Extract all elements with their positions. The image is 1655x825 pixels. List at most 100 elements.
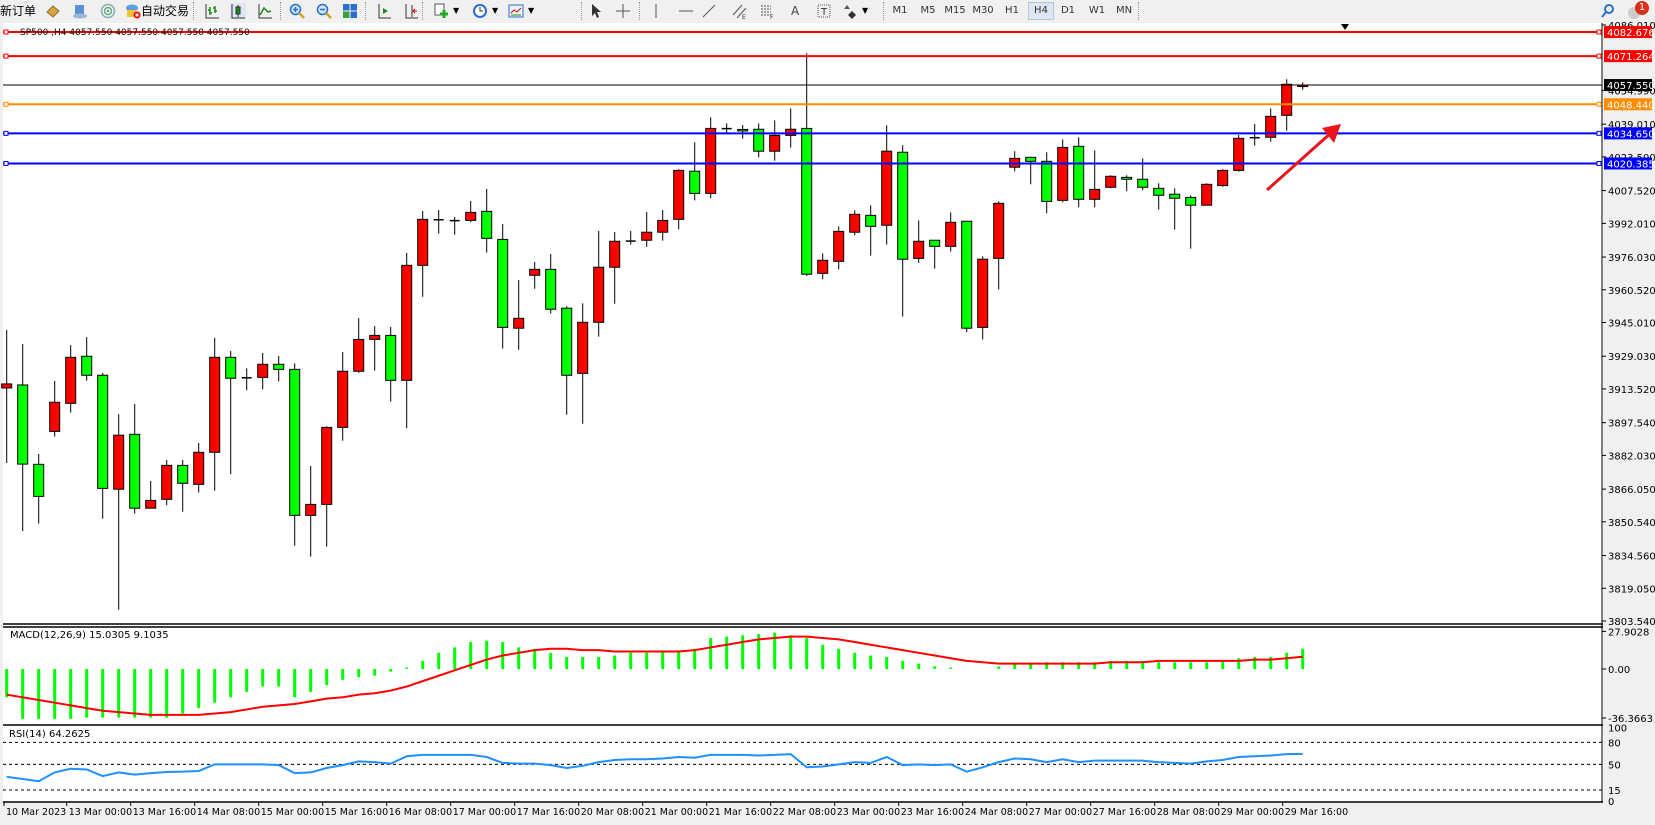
price-tag-resistance [1604,50,1652,63]
rsi-axis-label: 0 [1608,797,1614,808]
candle-body [337,370,349,428]
bar-chart-icon[interactable] [204,3,220,19]
autotrading-icon[interactable] [125,3,141,19]
candle [369,326,381,371]
candle-body [321,426,333,505]
candle [961,220,973,333]
price-axis-label: 3882.030 [1608,451,1655,462]
candle-body [1089,188,1101,200]
candle [49,380,61,437]
candle-body [817,259,829,274]
periodicity-dropdown[interactable]: ▼ [492,6,499,15]
zoom-out-icon[interactable] [316,3,332,19]
autoscroll-icon[interactable] [403,3,419,19]
candle [81,337,93,381]
text-icon[interactable]: A [791,4,800,18]
candle [33,453,45,524]
signal-icon[interactable] [100,3,116,19]
level-anchor-handle[interactable] [3,160,9,166]
level-anchor-handle[interactable] [3,101,9,107]
level-anchor-handle[interactable] [1596,101,1602,107]
clock-icon[interactable] [472,3,488,19]
candle [609,232,621,304]
arrow-head-icon [1322,124,1341,143]
candle [1089,150,1101,208]
chart-shift-marker[interactable] [1341,24,1349,30]
horizontal-line-icon[interactable] [678,3,694,19]
price-tag-label: 4048.440 [1607,100,1655,111]
line-chart-icon[interactable] [257,3,273,19]
candle-body [497,238,509,328]
channel-icon[interactable]: E [732,3,748,19]
rsi-axis-label: 80 [1608,738,1621,749]
book-icon[interactable] [45,3,61,19]
candle-body [465,211,477,221]
timeframe-d1[interactable]: D1 [1060,5,1076,16]
timeframe-w1[interactable]: W1 [1088,5,1106,16]
arrows-icon[interactable] [843,3,859,19]
level-anchor-handle[interactable] [1596,130,1602,136]
notification-icon[interactable]: 1 [1628,1,1650,21]
terminal-icon[interactable] [72,3,88,19]
label-icon[interactable]: T [816,3,832,19]
timeframe-mn[interactable]: MN [1115,5,1133,16]
cursor-icon[interactable] [588,3,604,19]
timeframe-m15[interactable]: M15 [944,5,966,16]
candle [129,403,141,514]
candle [1,329,13,464]
candle-body [1153,187,1165,196]
trendline-icon[interactable] [701,3,717,19]
price-axis-label: 3913.520 [1608,385,1655,396]
time-axis-label: 22 Mar 08:00 [773,807,836,818]
candle-body [1217,169,1229,187]
level-anchor-handle[interactable] [3,130,9,136]
candle [897,145,909,317]
timeframe-m30[interactable]: M30 [972,5,994,16]
new-chart-dropdown[interactable]: ▼ [453,6,460,15]
vertical-line-icon[interactable] [648,3,664,19]
candle [529,261,541,289]
level-anchor-handle[interactable] [1596,53,1602,59]
macd-label: MACD(12,26,9) 15.0305 9.1035 [10,630,169,641]
toolbar-separator [639,2,641,20]
time-axis-label: 27 Mar 16:00 [1093,807,1156,818]
candle-body [369,334,381,340]
chart-window[interactable]: 4086.0104054.9904039.0104023.5004007.520… [0,22,1655,825]
chart-shift-icon[interactable] [376,3,392,19]
tile-windows-icon[interactable] [342,3,358,19]
auto-trading-button[interactable]: 自动交易 [141,4,190,18]
new-order-button[interactable]: 新订单 [0,4,37,18]
candle [1057,139,1069,203]
symbol-info: SP500 ,H4 4057.550 4057.550 4057.550 405… [20,28,250,38]
search-icon[interactable] [1600,3,1616,19]
rsi-panel: 100 80 50 150 [3,724,1627,808]
timeframe-m5[interactable]: M5 [920,5,936,16]
candle-body [481,210,493,239]
candlestick-icon[interactable] [230,3,246,19]
timeframe-h4[interactable]: H4 [1028,2,1054,20]
candle-body [385,334,397,381]
candle-body [1025,156,1037,162]
arrows-dropdown[interactable]: ▼ [862,6,869,15]
template-dropdown[interactable]: ▼ [528,6,535,15]
time-axis-label: 27 Mar 00:00 [1029,807,1092,818]
crosshair-icon[interactable] [615,3,631,19]
candle [497,223,509,349]
candle [177,460,189,512]
candle [1201,183,1213,206]
arrow-annotation[interactable] [1266,130,1333,192]
template-icon[interactable] [508,3,524,19]
candle-body [97,374,109,489]
timeframe-m1[interactable]: M1 [892,5,908,16]
level-anchor-handle[interactable] [3,29,9,35]
level-anchor-handle[interactable] [1596,160,1602,166]
fibonacci-icon[interactable]: F [759,3,775,19]
zoom-in-icon[interactable] [289,3,305,19]
new-chart-icon[interactable] [433,3,449,19]
level-anchor-handle[interactable] [1596,29,1602,35]
timeframe-h1[interactable]: H1 [1005,5,1019,16]
price-axis-label: 3834.560 [1608,552,1655,563]
level-anchor-handle[interactable] [3,53,9,59]
candle [849,210,861,236]
candle [113,414,125,610]
